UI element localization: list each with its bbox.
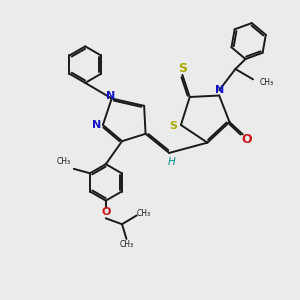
Text: CH₃: CH₃ [119,240,134,249]
Text: N: N [92,120,101,130]
Text: CH₃: CH₃ [136,208,150,217]
Text: S: S [178,62,187,75]
Text: N: N [106,91,115,101]
Text: O: O [241,133,252,146]
Text: N: N [214,85,224,95]
Text: O: O [101,206,110,217]
Text: CH₃: CH₃ [260,78,274,87]
Text: S: S [169,122,178,131]
Text: H: H [168,157,176,167]
Text: CH₃: CH₃ [56,158,70,166]
